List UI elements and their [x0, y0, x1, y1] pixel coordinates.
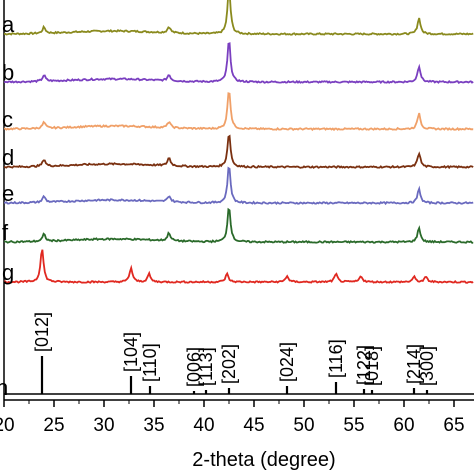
- x-tick-label-45: 45: [243, 415, 264, 436]
- hkl-label-2: [110]: [140, 343, 160, 382]
- x-tick-label-35: 35: [143, 415, 164, 436]
- hkl-label-5: [202]: [219, 344, 239, 384]
- plot-frame: [3, 0, 474, 401]
- series-line-b: [3, 42, 474, 85]
- series-label-g: g: [2, 260, 14, 285]
- x-axis-label: 2-theta (degree): [192, 449, 335, 471]
- series-label-d: d: [2, 145, 14, 170]
- x-tick-label-50: 50: [293, 415, 314, 436]
- hkl-label-11: [300]: [417, 346, 437, 386]
- hkl-label-9: [018]: [362, 346, 382, 386]
- x-tick-label-60: 60: [393, 415, 414, 436]
- hkl-label-6: [024]: [277, 342, 297, 382]
- hkl-label-0: [012]: [32, 312, 52, 352]
- hkl-label-7: [116]: [326, 339, 346, 378]
- hkl-label-3: [006]: [184, 347, 204, 387]
- series-label-e: e: [2, 181, 14, 206]
- hkl-label-1: [104]: [121, 332, 141, 372]
- x-tick-label-25: 25: [43, 415, 64, 436]
- hkl-label-8: [122]: [354, 345, 374, 385]
- x-tick-label-40: 40: [193, 415, 214, 436]
- series-line-d: [3, 134, 474, 170]
- reference-label-h: h: [0, 375, 8, 400]
- series-line-a: [3, 0, 474, 36]
- series-line-f: [4, 207, 474, 244]
- reference-layer: [012] [104] [110] [006][113] [202] [024] [116]…: [0, 312, 474, 400]
- x-tick-label-65: 65: [443, 415, 464, 436]
- series-label-c: c: [2, 107, 13, 132]
- series-label-f: f: [2, 220, 9, 245]
- series-line-c: [3, 92, 474, 132]
- series-line-e: [3, 166, 474, 206]
- x-ticks: 20 25 30 35 40 45 50 55 60 65: [0, 400, 465, 436]
- x-tick-label-30: 30: [93, 415, 114, 436]
- series-line-g: [3, 249, 474, 284]
- series-label-a: a: [2, 12, 15, 37]
- x-tick-label-55: 55: [343, 415, 364, 436]
- hkl-label-4: [113]: [196, 347, 216, 386]
- x-tick-label-20: 20: [0, 415, 15, 436]
- hkl-label-10: [214]: [404, 344, 424, 384]
- series-label-b: b: [2, 60, 14, 85]
